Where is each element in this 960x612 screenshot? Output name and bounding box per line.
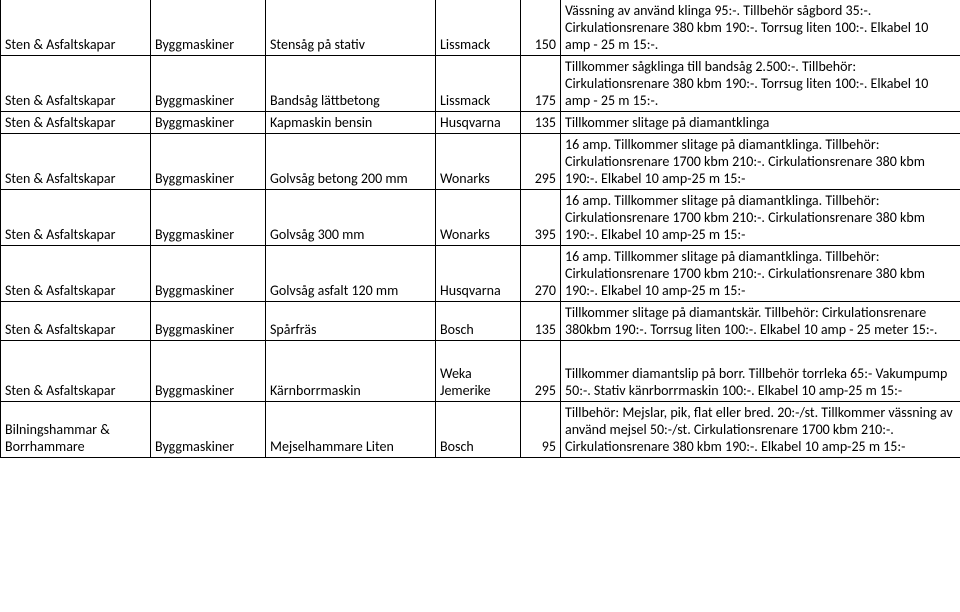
cell: Kärnborrmaskin — [266, 363, 436, 402]
cell: Wonarks — [436, 134, 521, 190]
cell-empty — [521, 341, 561, 364]
cell-empty — [266, 341, 436, 364]
cell: 16 amp. Tillkommer slitage på diamantkli… — [561, 190, 960, 246]
cell: Byggmaskiner — [151, 56, 266, 112]
table-row: Sten & AsfaltskaparByggmaskinerBandsåg l… — [1, 56, 960, 112]
cell: Stensåg på stativ — [266, 0, 436, 56]
cell: Byggmaskiner — [151, 0, 266, 56]
cell: Sten & Asfaltskapar — [1, 56, 151, 112]
cell: Tillbehör: Mejslar, pik, flat eller bred… — [561, 402, 960, 458]
cell: Lissmack — [436, 56, 521, 112]
cell: Spårfräs — [266, 302, 436, 341]
cell: Byggmaskiner — [151, 112, 266, 134]
table-row — [1, 341, 960, 364]
cell: Tillkommer diamantslip på borr. Tillbehö… — [561, 363, 960, 402]
cell: Byggmaskiner — [151, 246, 266, 302]
table-row: Sten & AsfaltskaparByggmaskinerKärnborrm… — [1, 363, 960, 402]
cell-empty — [436, 341, 521, 364]
cell: Sten & Asfaltskapar — [1, 363, 151, 402]
cell: Byggmaskiner — [151, 302, 266, 341]
cell: 135 — [521, 302, 561, 341]
cell: Tillkommer sågklinga till bandsåg 2.500:… — [561, 56, 960, 112]
cell: 395 — [521, 190, 561, 246]
cell: Byggmaskiner — [151, 402, 266, 458]
cell: Sten & Asfaltskapar — [1, 246, 151, 302]
cell: Bandsåg lättbetong — [266, 56, 436, 112]
cell: 150 — [521, 0, 561, 56]
cell: Golvsåg 300 mm — [266, 190, 436, 246]
cell: Byggmaskiner — [151, 363, 266, 402]
cell: Wonarks — [436, 190, 521, 246]
cell: Vässning av använd klinga 95:-. Tillbehö… — [561, 0, 960, 56]
cell: Byggmaskiner — [151, 134, 266, 190]
cell: Bilningshammar & Borrhammare — [1, 402, 151, 458]
cell: 135 — [521, 112, 561, 134]
table-row: Sten & AsfaltskaparByggmaskinerStensåg p… — [1, 0, 960, 56]
cell: Sten & Asfaltskapar — [1, 134, 151, 190]
table-row: Sten & AsfaltskaparByggmaskinerGolvsåg a… — [1, 246, 960, 302]
table-row: Sten & AsfaltskaparByggmaskinerSpårfräsB… — [1, 302, 960, 341]
cell: Lissmack — [436, 0, 521, 56]
cell: Husqvarna — [436, 246, 521, 302]
cell-empty — [561, 341, 960, 364]
price-table: Sten & AsfaltskaparByggmaskinerStensåg p… — [0, 0, 960, 458]
cell: 16 amp. Tillkommer slitage på diamantkli… — [561, 134, 960, 190]
table-row: Sten & AsfaltskaparByggmaskinerGolvsåg b… — [1, 134, 960, 190]
cell: Sten & Asfaltskapar — [1, 112, 151, 134]
cell: Kapmaskin bensin — [266, 112, 436, 134]
cell: 175 — [521, 56, 561, 112]
cell: 295 — [521, 363, 561, 402]
cell-empty — [1, 341, 151, 364]
table-row: Bilningshammar & BorrhammareByggmaskiner… — [1, 402, 960, 458]
table-row: Sten & AsfaltskaparByggmaskinerGolvsåg 3… — [1, 190, 960, 246]
cell: Tillkommer slitage på diamantskär. Tillb… — [561, 302, 960, 341]
cell: 295 — [521, 134, 561, 190]
cell: Bosch — [436, 302, 521, 341]
cell: Weka Jemerike — [436, 363, 521, 402]
cell: Mejselhammare Liten — [266, 402, 436, 458]
table-row: Sten & AsfaltskaparByggmaskinerKapmaskin… — [1, 112, 960, 134]
cell: Bosch — [436, 402, 521, 458]
cell-empty — [151, 341, 266, 364]
cell: 16 amp. Tillkommer slitage på diamantkli… — [561, 246, 960, 302]
cell: Golvsåg asfalt 120 mm — [266, 246, 436, 302]
cell: 95 — [521, 402, 561, 458]
cell: Byggmaskiner — [151, 190, 266, 246]
cell: 270 — [521, 246, 561, 302]
cell: Husqvarna — [436, 112, 521, 134]
cell: Tillkommer slitage på diamantklinga — [561, 112, 960, 134]
cell: Golvsåg betong 200 mm — [266, 134, 436, 190]
cell: Sten & Asfaltskapar — [1, 0, 151, 56]
cell: Sten & Asfaltskapar — [1, 190, 151, 246]
cell: Sten & Asfaltskapar — [1, 302, 151, 341]
